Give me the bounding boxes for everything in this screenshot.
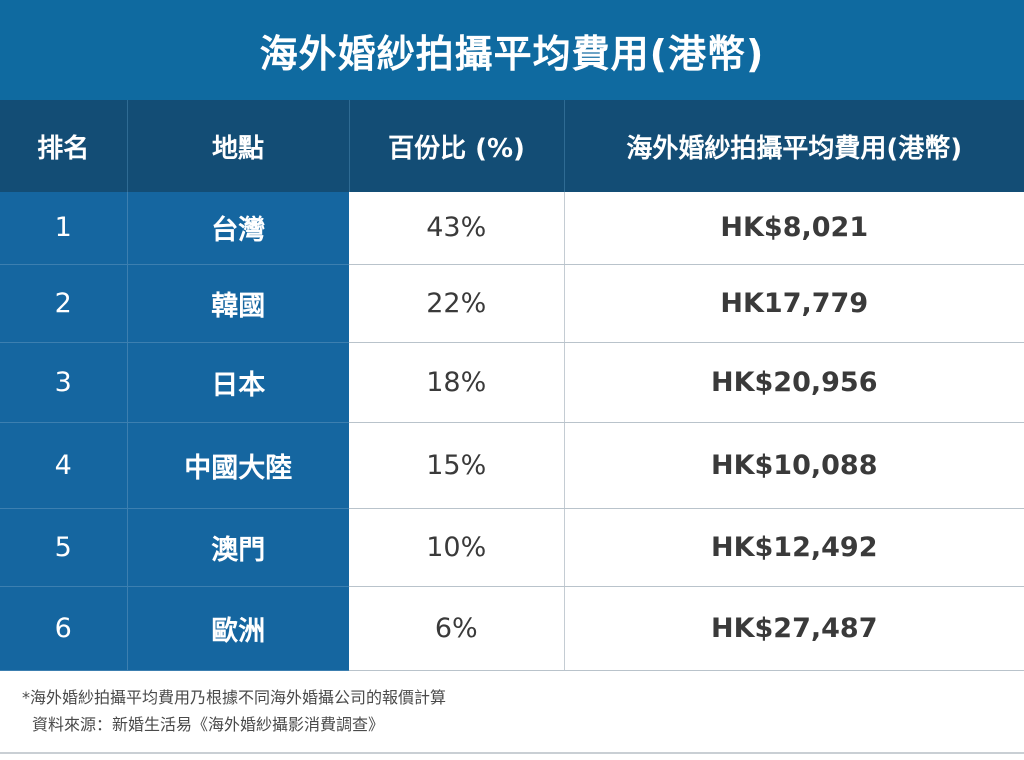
cell-location: 台灣 [127, 192, 349, 265]
cell-percent: 22% [349, 264, 565, 343]
cell-cost: HK$27,487 [564, 586, 1024, 671]
footnote-source: 資料來源：新婚生活易《海外婚紗攝影消費調查》 [32, 715, 385, 734]
cell-cost: HK$20,956 [564, 342, 1024, 423]
cell-rank: 3 [0, 342, 128, 423]
cell-percent: 6% [349, 586, 565, 671]
cell-rank: 2 [0, 264, 128, 343]
cell-location: 韓國 [127, 264, 349, 343]
header-location: 地點 [127, 100, 350, 192]
table-row: 6 歐洲 6% HK$27,487 [0, 586, 1024, 671]
cell-location: 日本 [127, 342, 349, 423]
header-percent: 百份比 (%) [349, 100, 565, 192]
bottom-divider [0, 752, 1024, 754]
cell-cost: HK$12,492 [564, 508, 1024, 587]
cell-location: 中國大陸 [127, 422, 349, 509]
cell-rank: 4 [0, 422, 128, 509]
cell-cost: HK$10,088 [564, 422, 1024, 509]
footnote: *海外婚紗拍攝平均費用乃根據不同海外婚攝公司的報價計算 資料來源：新婚生活易《海… [22, 684, 446, 738]
cell-percent: 10% [349, 508, 565, 587]
table-row: 1 台灣 43% HK$8,021 [0, 192, 1024, 265]
table-row: 4 中國大陸 15% HK$10,088 [0, 422, 1024, 509]
cell-location: 澳門 [127, 508, 349, 587]
table-row: 5 澳門 10% HK$12,492 [0, 508, 1024, 587]
cell-percent: 43% [349, 192, 565, 265]
cell-rank: 6 [0, 586, 128, 671]
cell-cost: HK$8,021 [564, 192, 1024, 265]
cell-percent: 18% [349, 342, 565, 423]
header-row: 排名 地點 百份比 (%) 海外婚紗拍攝平均費用(港幣) [0, 100, 1024, 192]
cell-location: 歐洲 [127, 586, 349, 671]
cell-percent: 15% [349, 422, 565, 509]
header-cost: 海外婚紗拍攝平均費用(港幣) [564, 100, 1024, 192]
chart-title: 海外婚紗拍攝平均費用(港幣) [259, 31, 765, 76]
footnote-note: *海外婚紗拍攝平均費用乃根據不同海外婚攝公司的報價計算 [22, 688, 447, 707]
cell-cost: HK17,779 [564, 264, 1024, 343]
title-bar: 海外婚紗拍攝平均費用(港幣) [0, 0, 1024, 100]
data-table: 排名 地點 百份比 (%) 海外婚紗拍攝平均費用(港幣) 1 台灣 43% HK… [0, 100, 1024, 671]
table-row: 3 日本 18% HK$20,956 [0, 342, 1024, 423]
header-rank: 排名 [0, 100, 128, 192]
cell-rank: 5 [0, 508, 128, 587]
table-row: 2 韓國 22% HK17,779 [0, 264, 1024, 343]
cell-rank: 1 [0, 192, 128, 265]
